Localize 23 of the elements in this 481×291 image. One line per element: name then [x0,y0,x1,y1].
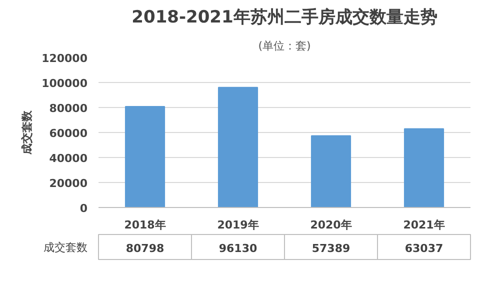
data-label: 80798 [126,242,164,255]
bar [310,135,352,208]
y-tick-label: 20000 [49,177,88,190]
bar [124,106,166,208]
y-axis-title: 成交套数 [20,110,34,156]
y-tick-label: 80000 [49,102,88,115]
bar [218,86,258,208]
data-label: 57389 [312,242,350,255]
x-tick-label: 2019年 [217,218,259,232]
x-tick-label: 2018年 [124,218,166,232]
data-label: 63037 [404,242,444,255]
x-tick-label: 2021年 [403,218,445,232]
y-tick-label: 60000 [49,127,88,140]
data-label: 96130 [218,242,258,255]
y-tick-label: 120000 [42,52,88,65]
chart-subtitle: (单位：套) [258,40,311,52]
y-tick-label: 0 [80,202,88,215]
chart-title: 2018-2021年苏州二手房成交数量走势 [132,8,438,28]
x-tick-label: 2020年 [310,218,352,232]
y-tick-label: 40000 [49,152,88,165]
y-tick-label: 100000 [42,77,88,90]
text: 成交套数 [44,241,88,254]
bar [404,128,444,208]
